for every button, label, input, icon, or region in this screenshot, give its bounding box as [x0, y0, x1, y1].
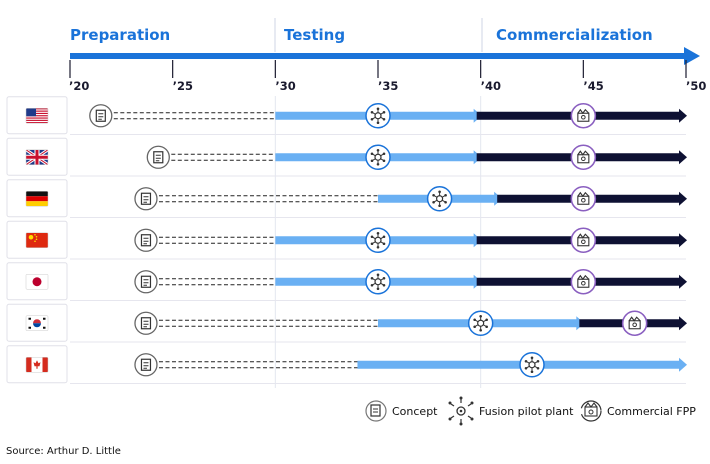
phase-label-testing: Testing	[284, 26, 345, 44]
legend-concept: Concept	[365, 400, 438, 422]
tick-label: ’25	[173, 79, 193, 93]
commercialization-arrowhead	[679, 191, 687, 206]
testing-arrowhead	[679, 357, 687, 372]
source-note: Source: Arthur D. Little	[6, 446, 121, 457]
country-row	[6, 137, 687, 177]
fusion-pilot-plant-marker	[467, 310, 494, 336]
legend-commercial-fpp: Commercial FPP	[580, 400, 696, 422]
tick-label: ’35	[378, 79, 398, 93]
commercialization-arrowhead	[679, 150, 687, 165]
tick-label: ’20	[69, 79, 89, 93]
japan-flag-icon	[26, 274, 48, 290]
testing-bar	[357, 360, 680, 369]
legend: Concept Fusion pilot plant Comme	[365, 396, 696, 426]
commercialization-arrowhead	[679, 274, 687, 289]
phase-label-preparation: Preparation	[70, 26, 170, 44]
fusion-pilot-plant-marker	[365, 103, 391, 129]
country-rows	[6, 96, 687, 384]
tick-label: ’45	[583, 79, 603, 93]
phase-label-commercialization: Commercialization	[496, 26, 653, 44]
commercial-fpp-icon	[580, 400, 602, 422]
legend-label-fusion-pilot-plant: Fusion pilot plant	[479, 405, 574, 418]
country-row	[6, 345, 687, 384]
commercial-fpp-marker	[570, 268, 597, 295]
legend-fusion-pilot-plant: Fusion pilot plant	[448, 396, 574, 426]
fusion-pilot-plant-marker	[365, 269, 391, 295]
canada-flag-icon	[26, 357, 48, 373]
uk-flag-icon	[26, 149, 48, 165]
china-flag-icon	[26, 232, 48, 248]
germany-flag-icon	[26, 191, 48, 207]
timeline-bar	[70, 53, 686, 59]
tick-label: ’30	[275, 79, 295, 93]
commercial-fpp-marker	[570, 144, 597, 171]
concept-marker	[134, 311, 158, 335]
usa-flag-icon	[26, 108, 48, 124]
fusion-pilot-plant-marker	[426, 186, 453, 212]
south-korea-flag-icon	[26, 315, 48, 331]
commercial-fpp-marker	[570, 102, 597, 129]
fusion-pilot-plant-marker	[365, 227, 391, 253]
fusion-pilot-plant-marker	[365, 144, 391, 170]
country-row	[6, 220, 687, 260]
country-row	[6, 303, 687, 343]
concept-marker	[134, 187, 158, 211]
axis-ticks: ’20 ’25 ’30 ’35 ’40 ’45 ’50	[69, 60, 706, 93]
commercial-fpp-marker	[570, 227, 597, 254]
phase-header: Preparation Testing Commercialization	[70, 18, 700, 65]
commercialization-arrowhead	[679, 233, 687, 248]
concept-marker	[134, 270, 158, 294]
concept-marker	[89, 104, 113, 128]
tick-label: ’40	[481, 79, 501, 93]
fusion-pilot-plant-icon	[448, 396, 474, 426]
concept-marker	[134, 353, 158, 377]
fusion-pilot-plant-marker	[519, 352, 545, 378]
legend-label-concept: Concept	[392, 405, 438, 418]
commercial-fpp-marker	[621, 310, 648, 337]
timeline-arrowhead	[684, 47, 700, 65]
legend-label-commercial-fpp: Commercial FPP	[607, 405, 696, 418]
concept-marker	[146, 145, 170, 169]
country-row	[6, 262, 687, 301]
commercialization-arrowhead	[679, 316, 687, 331]
concept-marker	[134, 228, 158, 252]
commercial-fpp-marker	[570, 185, 597, 212]
concept-icon	[365, 400, 387, 422]
country-row	[6, 179, 687, 218]
country-row	[6, 96, 687, 135]
commercialization-arrowhead	[679, 108, 687, 123]
tick-label: ’50	[686, 79, 706, 93]
